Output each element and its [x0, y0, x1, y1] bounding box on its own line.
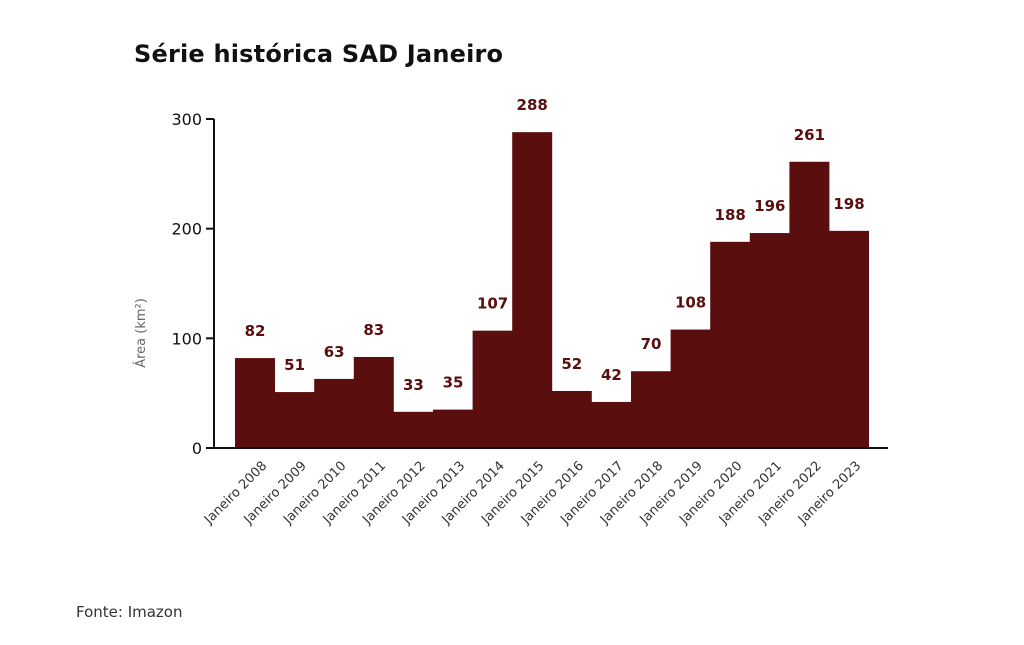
y-tick-label: 300 [171, 110, 202, 129]
source-note: Fonte: Imazon [76, 603, 183, 621]
data-label: 188 [715, 206, 746, 224]
bar [235, 358, 275, 448]
data-label: 52 [561, 355, 582, 373]
bar [314, 378, 355, 448]
data-label: 63 [324, 343, 345, 361]
chart-title: Série histórica SAD Janeiro [134, 40, 504, 68]
bar [631, 371, 671, 448]
data-label: 261 [794, 126, 825, 144]
bar [829, 230, 869, 448]
data-label: 196 [754, 197, 785, 215]
bar [789, 161, 830, 448]
data-label: 33 [403, 376, 424, 394]
y-axis-label: Área (km²) [133, 298, 149, 368]
data-label: 82 [245, 322, 266, 340]
bar [472, 330, 513, 448]
data-label: 51 [284, 356, 305, 374]
bar [393, 411, 434, 448]
value-labels-group: 82 51 63 83 33 35 107 288 52 42 70 108 188 196 261 198 [245, 96, 865, 394]
data-label: 108 [675, 294, 706, 312]
y-tick-label: 0 [192, 439, 202, 458]
bar [551, 390, 592, 448]
y-tick-label: 100 [171, 329, 202, 348]
bar [274, 392, 315, 448]
bar [591, 401, 632, 448]
data-label: 83 [363, 321, 384, 339]
y-tick-label: 200 [171, 220, 202, 239]
data-label: 288 [517, 96, 548, 114]
y-axis: 0 100 200 300 [171, 110, 888, 458]
data-label: 42 [601, 366, 622, 384]
bar [670, 329, 711, 448]
bars-group [235, 132, 869, 448]
bar [710, 241, 751, 448]
data-label: 35 [443, 374, 464, 392]
data-label: 107 [477, 295, 508, 313]
bar [512, 132, 553, 448]
bar [749, 233, 790, 448]
data-label: 198 [833, 195, 864, 213]
bar [433, 409, 473, 448]
bar [353, 356, 394, 448]
data-label: 70 [641, 335, 662, 353]
